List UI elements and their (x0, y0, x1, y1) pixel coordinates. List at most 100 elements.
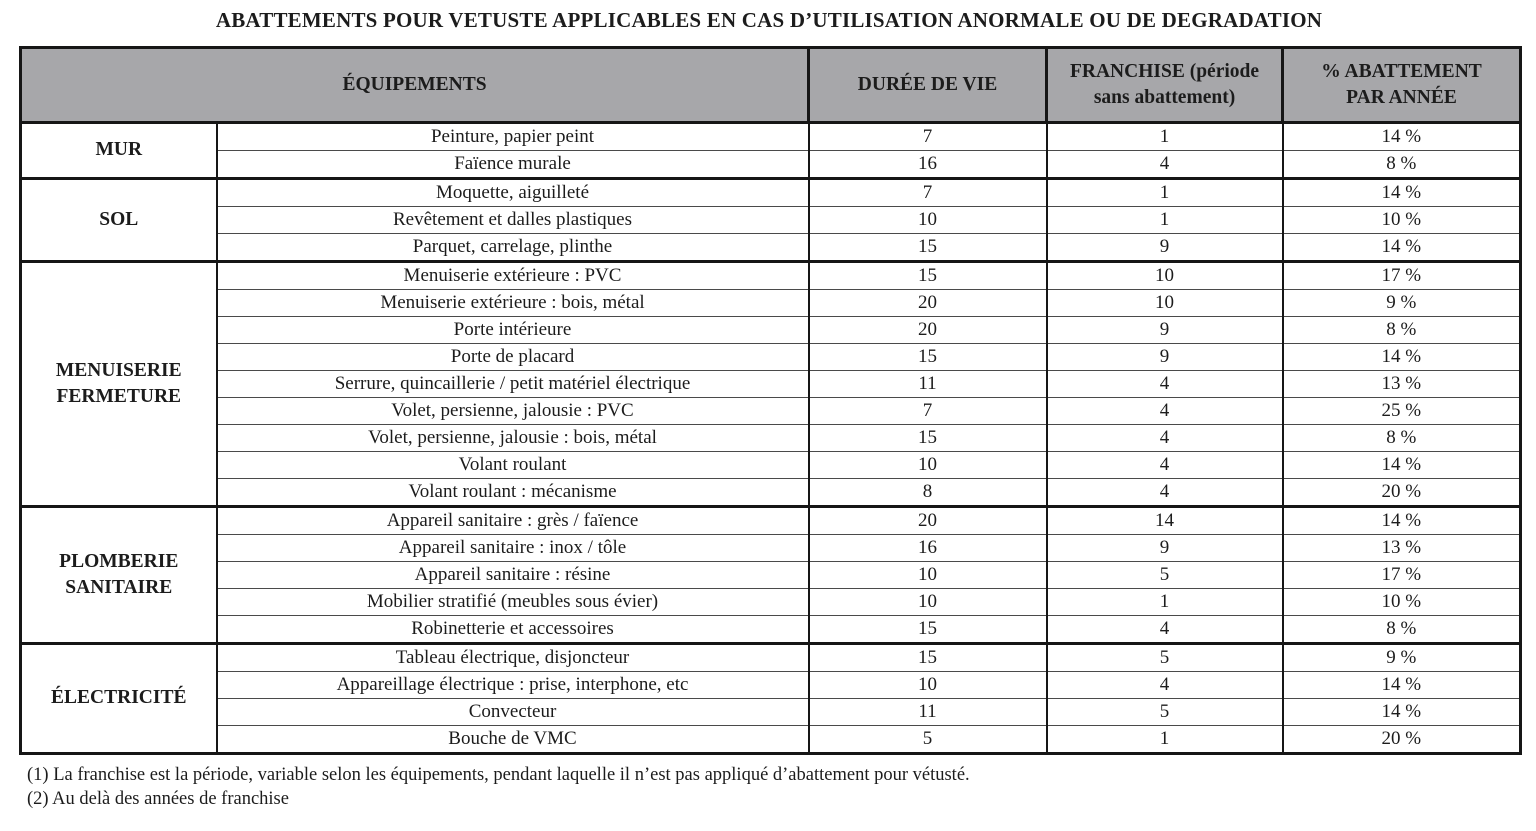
duree-de-vie-cell: 10 (807, 206, 1048, 234)
equipment-cell: Volant roulant (215, 451, 810, 479)
franchise-cell: 4 (1045, 451, 1284, 479)
franchise-cell: 4 (1045, 150, 1284, 179)
franchise-cell: 14 (1045, 505, 1284, 535)
duree-de-vie-cell: 20 (807, 289, 1048, 317)
franchise-cell: 9 (1045, 233, 1284, 262)
abattement-cell: 14 % (1281, 671, 1522, 699)
table-row: Serrure, quincaillerie / petit matériel … (21, 370, 1522, 398)
equipment-cell: Appareil sanitaire : inox / tôle (215, 534, 810, 562)
equipment-cell: Bouche de VMC (215, 725, 810, 754)
abattement-cell: 13 % (1281, 370, 1522, 398)
equipment-cell: Convecteur (215, 698, 810, 726)
abattement-cell: 13 % (1281, 534, 1522, 562)
duree-de-vie-cell: 16 (807, 534, 1048, 562)
abattement-cell: 14 % (1281, 121, 1522, 151)
duree-de-vie-cell: 15 (807, 233, 1048, 262)
table-row: Volet, persienne, jalousie : PVC 7 4 25 % (21, 397, 1522, 425)
duree-de-vie-cell: 11 (807, 698, 1048, 726)
equipment-cell: Porte intérieure (215, 316, 810, 344)
table-row: Parquet, carrelage, plinthe 15 9 14 % (21, 233, 1522, 262)
table-row: PLOMBERIE SANITAIRE Appareil sanitaire : … (19, 505, 1522, 644)
header-duree-de-vie: DURÉE DE VIE (807, 46, 1049, 124)
duree-de-vie-cell: 5 (807, 725, 1048, 754)
table-body: MUR Peinture, papier peint 7 1 14 % Faïence m… (19, 121, 1522, 754)
equipment-cell: Menuiserie extérieure : bois, métal (215, 289, 810, 317)
franchise-cell: 5 (1045, 698, 1284, 726)
franchise-cell: 1 (1045, 121, 1284, 151)
franchise-cell: 5 (1045, 561, 1284, 589)
category-cell: PLOMBERIE SANITAIRE (19, 505, 218, 644)
duree-de-vie-cell: 8 (807, 478, 1048, 507)
equipment-cell: Appareillage électrique : prise, interph… (215, 671, 810, 699)
category-cell: SOL (19, 177, 218, 262)
abattement-cell: 8 % (1281, 150, 1522, 179)
equipment-cell: Appareil sanitaire : résine (215, 561, 810, 589)
abattement-cell: 8 % (1281, 615, 1522, 644)
equipment-cell: Volet, persienne, jalousie : PVC (215, 397, 810, 425)
franchise-cell: 4 (1045, 671, 1284, 699)
equipment-cell: Volant roulant : mécanisme (215, 478, 810, 507)
duree-de-vie-cell: 15 (807, 343, 1048, 371)
duree-de-vie-cell: 10 (807, 671, 1048, 699)
abattement-cell: 17 % (1281, 260, 1522, 290)
table-row: Convecteur 11 5 14 % (21, 698, 1522, 726)
duree-de-vie-cell: 15 (807, 615, 1048, 644)
table-row: Faïence murale 16 4 8 % (21, 150, 1522, 179)
abattement-cell: 14 % (1281, 177, 1522, 207)
franchise-cell: 10 (1045, 289, 1284, 317)
equipment-cell: Mobilier stratifié (meubles sous évier) (215, 588, 810, 616)
equipment-cell: Parquet, carrelage, plinthe (215, 233, 810, 262)
abattement-cell: 14 % (1281, 233, 1522, 262)
equipment-cell: Faïence murale (215, 150, 810, 179)
franchise-cell: 1 (1045, 177, 1284, 207)
equipment-cell: Appareil sanitaire : grès / faïence (215, 505, 810, 535)
duree-de-vie-cell: 7 (807, 177, 1048, 207)
table-row: Mobilier stratifié (meubles sous évier) 1… (21, 588, 1522, 616)
category-cell: ÉLECTRICITÉ (19, 642, 218, 754)
header-franchise: FRANCHISE (période sans abattement) (1045, 46, 1285, 124)
franchise-cell: 4 (1045, 478, 1284, 507)
franchise-cell: 4 (1045, 397, 1284, 425)
table-row: Appareil sanitaire : résine 10 5 17 % (21, 561, 1522, 589)
category-cell: MUR (19, 121, 218, 179)
duree-de-vie-cell: 20 (807, 505, 1048, 535)
table-row: Appareillage électrique : prise, interph… (21, 671, 1522, 699)
duree-de-vie-cell: 11 (807, 370, 1048, 398)
table-row: SOL Moquette, aiguilleté 7 1 14 % (19, 177, 1522, 262)
page-title: ABATTEMENTS POUR VETUSTE APPLICABLES EN … (215, 8, 1323, 32)
duree-de-vie-cell: 15 (807, 260, 1048, 290)
abattement-cell: 9 % (1281, 289, 1522, 317)
table-row: Bouche de VMC 5 1 20 % (21, 725, 1522, 754)
table-header: ÉQUIPEMENTS DURÉE DE VIE FRANCHISE (péri… (18, 46, 1523, 124)
abattement-cell: 8 % (1281, 316, 1522, 344)
franchise-cell: 1 (1045, 206, 1284, 234)
table-row: Volant roulant 10 4 14 % (21, 451, 1522, 479)
franchise-cell: 9 (1045, 534, 1284, 562)
document-page: ABATTEMENTS POUR VETUSTE APPLICABLES EN … (18, 8, 1523, 809)
equipment-cell: Porte de placard (215, 343, 810, 371)
table-row: Porte intérieure 20 9 8 % (21, 316, 1522, 344)
equipment-cell: Menuiserie extérieure : PVC (215, 260, 810, 290)
table-row: Porte de placard 15 9 14 % (21, 343, 1522, 371)
equipment-cell: Moquette, aiguilleté (215, 177, 810, 207)
table-row: Volant roulant : mécanisme 8 4 20 % (21, 478, 1522, 507)
duree-de-vie-cell: 15 (807, 642, 1048, 672)
header-equipements: ÉQUIPEMENTS (18, 46, 811, 124)
duree-de-vie-cell: 16 (807, 150, 1048, 179)
equipment-cell: Tableau électrique, disjoncteur (215, 642, 810, 672)
equipment-cell: Volet, persienne, jalousie : bois, métal (215, 424, 810, 452)
equipment-cell: Serrure, quincaillerie / petit matériel … (215, 370, 810, 398)
table-row: Robinetterie et accessoires 15 4 8 % (21, 615, 1522, 644)
table-row: MENUISERIE FERMETURE Menuiserie extérieur… (19, 260, 1522, 507)
abattement-cell: 10 % (1281, 206, 1522, 234)
franchise-cell: 10 (1045, 260, 1284, 290)
category-cell: MENUISERIE FERMETURE (19, 260, 218, 507)
footnote-1: (1) La franchise est la période, variabl… (27, 765, 970, 785)
franchise-cell: 1 (1045, 725, 1284, 754)
abattement-cell: 20 % (1281, 725, 1522, 754)
duree-de-vie-cell: 20 (807, 316, 1048, 344)
table-row: Volet, persienne, jalousie : bois, métal… (21, 424, 1522, 452)
franchise-cell: 4 (1045, 424, 1284, 452)
duree-de-vie-cell: 7 (807, 121, 1048, 151)
duree-de-vie-cell: 7 (807, 397, 1048, 425)
